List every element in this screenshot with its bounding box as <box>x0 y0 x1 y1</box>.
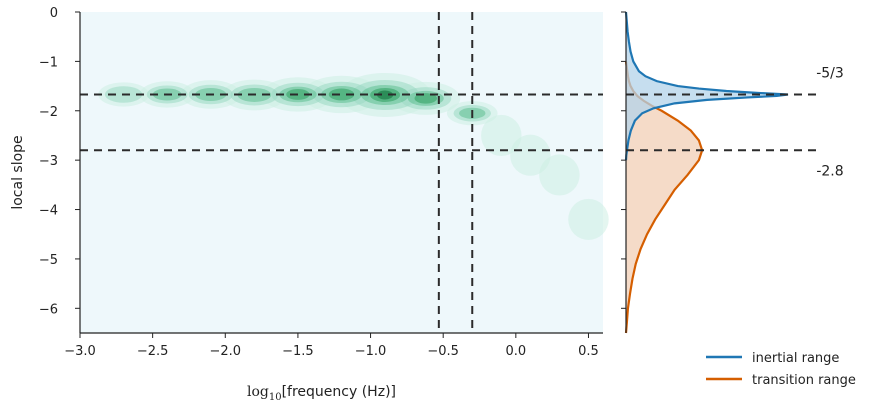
marginal-reference-lines <box>626 93 818 152</box>
x-tick-label: −2.0 <box>209 344 241 359</box>
slope-annotations: -5/3 -2.8 <box>816 65 844 179</box>
density-blob <box>414 93 438 104</box>
x-axis-label-subscript: 10 <box>269 392 282 403</box>
main-density-panel: −3.0 −2.5 −2.0 −1.5 −1.0 −0.5 0.0 0.5 0 −1 −2 −3 −4 −… <box>10 6 609 403</box>
slope-annotation: -5/3 <box>816 65 844 81</box>
density-blob <box>328 88 355 101</box>
legend: inertial range transition range <box>706 351 856 388</box>
y-tick-label: −5 <box>39 253 58 268</box>
y-tick-label: 0 <box>50 6 58 21</box>
x-tick-label: −2.5 <box>137 344 169 359</box>
x-axis-label-suffix: [frequency (Hz)] <box>282 384 396 400</box>
x-tick-label: 0.0 <box>505 344 526 359</box>
y-axis-label: local slope <box>10 135 26 209</box>
x-tick-label: −1.5 <box>282 344 314 359</box>
y-tick-label: −3 <box>39 154 58 169</box>
marginal-area-fill <box>626 61 703 334</box>
x-tick-label: −1.0 <box>355 344 387 359</box>
density-blob <box>377 90 394 100</box>
density-blob <box>568 198 609 240</box>
marginal-area-fill <box>626 12 788 161</box>
density-contours <box>98 72 609 240</box>
reference-lines <box>80 12 603 333</box>
density-blob <box>539 154 580 196</box>
legend-label: transition range <box>752 373 856 388</box>
marginal-axes <box>621 11 627 333</box>
density-blob <box>481 114 522 157</box>
legend-label: inertial range <box>752 351 839 366</box>
y-tick-label: −1 <box>39 55 58 70</box>
x-tick-label: −3.0 <box>64 344 96 359</box>
y-tick-label: −4 <box>39 204 58 219</box>
main-plot-background <box>80 12 603 333</box>
density-blob <box>510 134 551 176</box>
main-ticks: −3.0 −2.5 −2.0 −1.5 −1.0 −0.5 0.0 0.5 0 −1 −2 −3 −4 −… <box>39 6 599 359</box>
marginal-density-panel: -5/3 -2.8 <box>621 11 844 334</box>
x-tick-label: 0.5 <box>578 344 599 359</box>
slope-annotation: -2.8 <box>816 163 843 179</box>
x-axis-label-log: log <box>247 384 269 400</box>
y-tick-label: −6 <box>39 302 58 317</box>
x-axis-label: log10[frequency (Hz)] <box>247 384 396 403</box>
y-tick-label: −2 <box>39 105 58 120</box>
marginal-areas <box>624 11 789 334</box>
x-tick-label: −0.5 <box>427 344 459 359</box>
